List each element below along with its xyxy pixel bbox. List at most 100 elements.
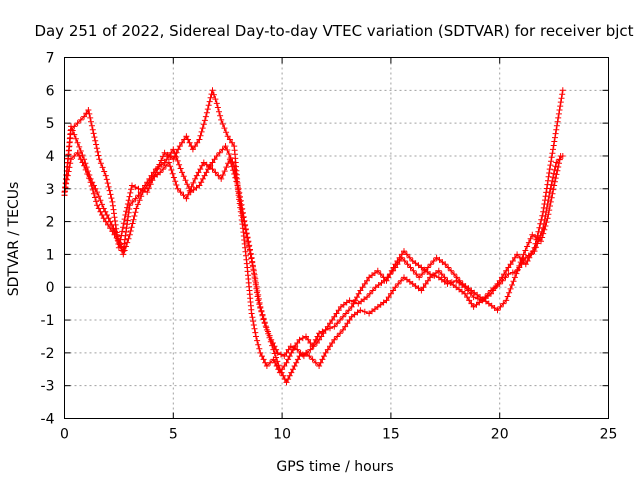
data-point-marker — [83, 110, 90, 117]
data-point-marker — [392, 284, 399, 291]
data-point-marker — [509, 282, 515, 288]
data-point-marker — [451, 271, 457, 278]
data-point-marker — [248, 254, 255, 261]
data-point-marker — [203, 169, 210, 176]
data-point-marker — [558, 95, 565, 102]
data-point-marker — [170, 174, 177, 181]
data-point-marker — [128, 224, 135, 231]
data-point-marker — [199, 125, 206, 132]
data-point-marker — [132, 209, 139, 216]
data-point-marker — [551, 166, 558, 173]
data-point-marker — [132, 184, 139, 191]
data-point-marker — [174, 157, 181, 164]
data-point-marker — [355, 290, 362, 297]
data-point-marker — [383, 297, 390, 304]
data-point-marker — [89, 126, 96, 133]
data-point-marker — [182, 177, 189, 184]
data-point-marker — [555, 114, 562, 121]
data-point-marker — [159, 153, 166, 160]
data-point-marker — [342, 310, 349, 317]
data-point-marker — [193, 172, 200, 179]
data-point-marker — [401, 248, 407, 255]
data-point-marker — [506, 289, 513, 296]
data-point-marker — [281, 363, 288, 369]
data-point-marker — [551, 178, 558, 185]
data-point-marker — [157, 169, 164, 176]
data-point-marker — [107, 191, 114, 198]
data-point-marker — [442, 261, 449, 268]
data-point-marker — [297, 349, 304, 356]
y-tick-label: 3 — [46, 182, 55, 198]
data-point-marker — [183, 133, 190, 140]
data-point-marker — [299, 335, 306, 342]
data-point-marker — [387, 271, 394, 278]
data-point-marker — [377, 271, 384, 278]
data-point-marker — [250, 266, 257, 273]
data-point-marker — [249, 258, 256, 265]
data-point-marker — [319, 356, 326, 363]
data-point-marker — [177, 189, 184, 196]
data-point-marker — [104, 180, 111, 187]
data-point-marker — [251, 325, 258, 332]
data-point-marker — [509, 258, 516, 264]
data-point-marker — [123, 225, 130, 232]
data-point-marker — [285, 346, 292, 353]
data-point-marker — [252, 278, 259, 284]
data-point-marker — [217, 112, 224, 119]
data-point-marker — [445, 264, 452, 271]
data-point-marker — [503, 267, 510, 274]
data-point-marker — [496, 280, 503, 287]
data-point-marker — [497, 303, 504, 310]
data-point-marker — [127, 189, 134, 196]
data-point-marker — [254, 337, 261, 344]
data-point-marker — [335, 307, 342, 314]
data-point-marker — [252, 329, 259, 336]
data-point-marker — [556, 160, 562, 167]
y-tick-label: 2 — [46, 215, 55, 231]
data-point-marker — [320, 330, 327, 337]
data-point-marker — [186, 139, 193, 146]
data-point-marker — [199, 162, 205, 169]
data-point-marker — [288, 369, 295, 376]
data-point-marker — [126, 206, 133, 212]
data-point-marker — [511, 254, 518, 261]
data-point-marker — [192, 143, 199, 150]
data-point-marker — [248, 310, 255, 317]
data-point-marker — [275, 362, 282, 369]
data-point-marker — [224, 147, 231, 153]
data-point-marker — [296, 336, 303, 343]
data-point-marker — [229, 139, 236, 146]
data-point-marker — [105, 215, 112, 222]
data-point-marker — [273, 354, 279, 361]
data-point-marker — [226, 151, 232, 157]
data-point-marker — [254, 289, 260, 296]
data-point-marker — [266, 332, 273, 339]
data-point-marker — [180, 192, 187, 199]
data-point-marker — [97, 160, 104, 167]
data-point-marker — [305, 336, 312, 343]
data-point-marker — [122, 232, 129, 239]
data-point-marker — [281, 353, 288, 360]
data-point-marker — [196, 182, 203, 189]
data-point-marker — [247, 250, 254, 257]
data-point-marker — [331, 323, 338, 330]
data-point-marker — [527, 235, 534, 242]
data-point-marker — [395, 280, 402, 287]
data-point-marker — [99, 164, 106, 171]
data-point-marker — [74, 120, 81, 127]
data-point-marker — [176, 143, 183, 150]
data-point-marker — [416, 274, 423, 281]
data-point-marker — [173, 154, 180, 160]
data-point-marker — [199, 175, 206, 182]
series-line — [63, 126, 562, 357]
data-point-marker — [209, 87, 216, 94]
data-point-marker — [514, 251, 521, 258]
data-point-marker — [88, 118, 94, 125]
data-point-marker — [542, 223, 549, 229]
data-point-marker — [81, 156, 88, 163]
data-point-marker — [427, 261, 434, 268]
data-point-marker — [130, 216, 137, 223]
data-point-marker — [547, 162, 554, 169]
data-point-marker — [196, 136, 203, 143]
data-point-marker — [516, 262, 523, 269]
